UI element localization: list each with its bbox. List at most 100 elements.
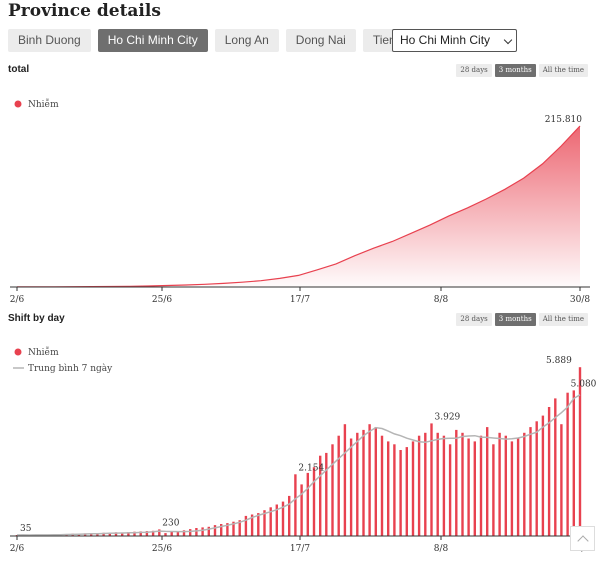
province-tabs: Binh Duong Ho Chi Minh City Long An Dong… [8, 29, 448, 52]
chevron-down-icon [503, 35, 513, 45]
data-label: 5.889 [546, 356, 572, 366]
daily-bar [294, 474, 297, 536]
range-28-days-button[interactable]: 28 days [456, 64, 492, 77]
daily-bar [139, 531, 142, 536]
page-title: Province details [8, 1, 161, 21]
daily-bar [510, 441, 514, 536]
province-select[interactable]: Ho Chi Minh City [392, 29, 517, 52]
daily-bar [325, 452, 328, 536]
daily-bar [356, 432, 359, 536]
tab-dong-nai[interactable]: Dong Nai [285, 29, 356, 52]
seven-day-average-line [16, 394, 581, 536]
x-tick-label: 17/7 [290, 544, 310, 554]
daily-bar [151, 530, 155, 536]
daily-bar [182, 530, 186, 536]
daily-bar [455, 429, 458, 536]
daily-bar [424, 432, 427, 536]
legend-avg-label: Trung bình 7 ngày [28, 363, 113, 374]
daily-bar [158, 529, 161, 536]
daily-bar [529, 427, 532, 536]
daily-bar [566, 392, 569, 536]
daily-bar [213, 525, 217, 536]
daily-bar [380, 435, 384, 536]
range-all-time-button-2[interactable]: All the time [538, 313, 588, 326]
daily-bar [337, 435, 340, 536]
daily-bar [436, 432, 439, 536]
range-3-months-button-2[interactable]: 3 months [494, 313, 536, 326]
daily-bar [145, 531, 149, 536]
tab-ho-chi-minh-city[interactable]: Ho Chi Minh City [97, 29, 208, 52]
daily-bar [516, 438, 520, 536]
x-tick-label: 8/8 [434, 295, 449, 305]
total-chart: Nhiễm 2/6 25/6 17/7 8/8 30/8 215.810 [10, 98, 591, 305]
daily-bar [387, 441, 390, 536]
province-select-value: Ho Chi Minh City [400, 33, 491, 47]
scroll-top-button[interactable] [570, 526, 595, 551]
daily-bar [560, 424, 563, 536]
daily-bar [244, 515, 248, 536]
daily-bar [498, 432, 501, 536]
daily-bar [269, 507, 272, 536]
daily-bar [96, 533, 99, 536]
data-label: 230 [162, 518, 179, 528]
daily-bar [535, 421, 538, 536]
daily-bar [362, 429, 365, 536]
tab-long-an[interactable]: Long An [214, 29, 279, 52]
daily-bar [263, 510, 266, 536]
total-area [17, 126, 580, 287]
legend-nhiem-marker [14, 100, 22, 108]
range-3-months-button[interactable]: 3 months [494, 64, 536, 77]
daily-bar [479, 435, 483, 536]
daily-bar [201, 527, 204, 536]
x-tick-label: 30/8 [570, 295, 590, 305]
daily-bar [127, 532, 130, 536]
daily-bar [114, 532, 118, 536]
daily-bar [442, 435, 446, 536]
daily-bar [541, 415, 545, 536]
daily-bar [374, 427, 377, 536]
daily-bar [578, 367, 582, 536]
daily-bar [430, 423, 433, 536]
shift-range-buttons: 28 days 3 months All the time [453, 313, 588, 326]
daily-bar [467, 438, 470, 536]
daily-bar [288, 495, 291, 536]
data-label: 35 [20, 524, 32, 534]
daily-bar [417, 435, 421, 536]
daily-bar [523, 432, 526, 536]
data-label: 5.080 [571, 379, 597, 389]
x-tick-label: 25/6 [152, 544, 172, 554]
daily-bar [226, 523, 229, 536]
shift-chart-title: Shift by day [8, 313, 65, 324]
daily-bar [281, 501, 285, 536]
total-chart-title: total [8, 64, 30, 75]
daily-bar [343, 424, 347, 536]
daily-bar [257, 513, 260, 536]
daily-bar [411, 441, 415, 536]
legend-nhiem-marker [14, 348, 22, 356]
legend-nhiem-label: Nhiễm [28, 98, 59, 110]
x-tick-label: 2/6 [10, 295, 25, 305]
daily-bar [275, 504, 278, 536]
daily-bar [331, 444, 334, 536]
daily-bar [554, 398, 557, 536]
data-label: 2.154 [298, 463, 324, 473]
daily-bar [393, 444, 396, 536]
daily-bar [448, 444, 452, 536]
daily-bar [108, 532, 111, 536]
total-range-buttons: 28 days 3 months All the time [453, 64, 588, 77]
range-28-days-button-2[interactable]: 28 days [456, 313, 492, 326]
daily-bar [319, 455, 322, 536]
range-all-time-button[interactable]: All the time [538, 64, 588, 77]
tab-binh-duong[interactable]: Binh Duong [8, 29, 91, 52]
legend-nhiem-label: Nhiễm [28, 346, 59, 358]
daily-bar [189, 529, 192, 536]
daily-bar [461, 432, 464, 536]
x-tick-label: 8/8 [434, 544, 449, 554]
daily-bar [572, 390, 575, 536]
data-label: 3.929 [435, 412, 461, 422]
daily-bar [486, 427, 489, 536]
daily-bar [238, 520, 241, 536]
daily-bar [176, 531, 180, 536]
daily-bar [399, 450, 402, 536]
